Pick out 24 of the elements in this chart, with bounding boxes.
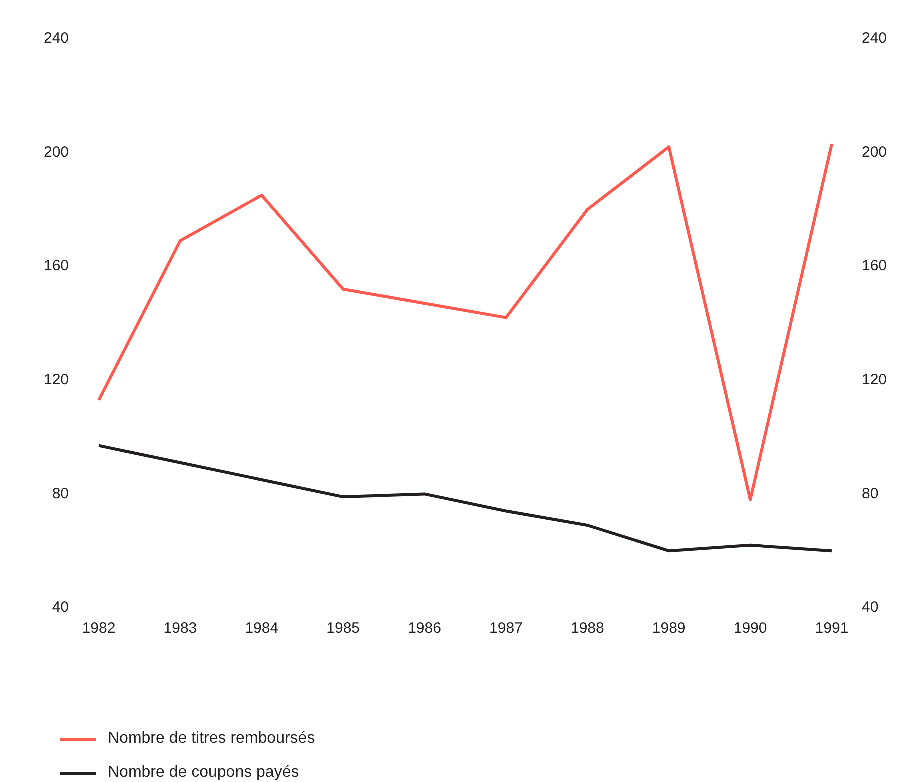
y-tick-label: 240 (44, 30, 70, 48)
x-tick-label: 1988 (570, 620, 604, 638)
x-tick-label: 1990 (734, 620, 768, 638)
x-tick-label: 1987 (490, 620, 523, 638)
legend-label: Nombre de coupons payés (108, 764, 300, 782)
x-tick-label: 1984 (245, 620, 279, 638)
y-tick-label: 160 (44, 258, 70, 275)
y2-tick-label: 160 (862, 258, 888, 275)
y2-tick-label: 40 (862, 599, 879, 616)
y2-tick-label: 200 (862, 144, 888, 161)
x-tick-label: 1983 (164, 620, 198, 638)
y-tick-label: 120 (44, 372, 70, 389)
legend-label: Nombre de titres remboursés (108, 730, 316, 748)
x-tick-label: 1982 (82, 620, 116, 638)
y-tick-label: 40 (52, 599, 70, 616)
y-tick-label: 80 (52, 485, 70, 502)
x-tick-label: 1989 (652, 620, 686, 638)
x-tick-label: 1985 (326, 620, 360, 638)
x-tick-label: 1986 (408, 620, 442, 638)
y2-tick-label: 80 (862, 485, 879, 502)
y-tick-label: 200 (44, 144, 70, 161)
x-tick-label: 1991 (815, 620, 849, 638)
y2-tick-label: 240 (862, 30, 888, 48)
y2-tick-label: 120 (862, 372, 888, 389)
